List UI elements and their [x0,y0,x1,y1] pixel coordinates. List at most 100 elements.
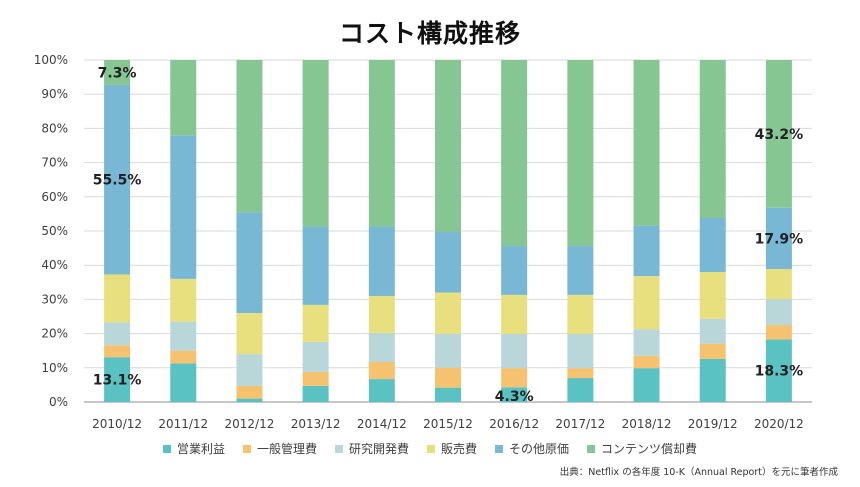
x-tick-label: 2013/12 [291,417,341,431]
x-tick-label: 2017/12 [555,417,605,431]
bar-segment [236,313,263,355]
y-tick-label: 90% [41,87,68,101]
x-tick-label: 2014/12 [357,417,407,431]
bar-segment [699,60,726,219]
bar-segment [699,272,726,319]
data-label: 43.2% [755,127,804,143]
bar-segment [104,274,131,323]
legend-swatch [162,444,171,453]
bar-segment [170,278,197,322]
x-tick-label: 2012/12 [225,417,275,431]
y-tick-label: 70% [41,156,68,170]
bar-segment [236,354,263,386]
bar-segment [765,60,792,208]
legend-label: 一般管理費 [256,442,317,456]
data-label: 18.3% [755,364,804,380]
y-tick-label: 50% [41,224,68,238]
legend-item: 一般管理費 [242,440,317,457]
data-label: 55.5% [93,173,142,189]
bar-segment [765,268,792,300]
data-label: 4.3% [495,389,534,405]
bar-segment [368,379,395,402]
bar-segment [170,135,197,279]
bar-segment [501,246,528,295]
y-tick-label: 20% [41,327,68,341]
x-tick-label: 2015/12 [423,417,473,431]
bar-segment [368,60,395,227]
bar-segment [765,207,792,269]
bar-segment [633,60,660,226]
bar-segment [567,378,594,402]
legend-item: 研究開発費 [334,440,409,457]
bar-segment [765,299,792,326]
legend-swatch [427,444,435,453]
y-tick-label: 60% [41,190,68,204]
source-note: 出典：Netflix の各年度 10-K（Annual Report）を元に筆者… [559,467,838,478]
legend-swatch [334,444,343,453]
bar-segment [699,343,726,359]
bar-segment [501,294,528,334]
bar-segment [435,387,461,402]
bar-segment [170,350,197,364]
bar-segment [435,60,461,233]
bar-segment [699,218,726,273]
data-label: 13.1% [93,373,142,389]
bar-segment [104,60,131,85]
legend-label: その他原価 [509,442,570,456]
legend-label: 営業利益 [176,442,225,456]
bar-segment [302,385,329,402]
bar-segment [368,295,395,333]
legend-item: コンテンツ償却費 [587,440,697,457]
bar-segment [633,225,660,277]
bar-segment [302,304,329,342]
y-axis-ticks: 0% 10% 20% 30% 40% 50% 60% 70% 80% 90% 100% [34,53,68,409]
bar-segment [104,84,131,275]
bar-segment [368,226,395,296]
bar-segment [765,325,792,340]
legend-label: 販売費 [441,442,478,456]
bar-segment [302,341,329,372]
legend-item: 営業利益 [162,440,225,457]
bar-segment [435,367,461,388]
y-tick-label: 10% [41,361,68,375]
bar-segment [368,361,395,380]
bar-segment [236,398,263,402]
bar-segment [236,60,263,213]
legend: 営業利益 一般管理費 研究開発費 販売費 その他原価 コンテンツ償却費 [0,440,860,457]
bar-segment [633,368,660,402]
y-tick-label: 0% [49,395,68,409]
bar-segment [501,60,528,247]
bar-segment [236,385,263,399]
x-tick-label: 2018/12 [622,417,672,431]
legend-item: その他原価 [495,440,569,457]
x-tick-label: 2019/12 [688,417,738,431]
bar-segment [501,387,528,402]
bar-segment [567,60,594,247]
data-labels: 7.3% 55.5% 13.1% 4.3% 43.2% 17.9% 18.3% [93,65,803,405]
legend-swatch [587,444,596,453]
bars [104,60,792,402]
y-tick-label: 100% [34,53,68,67]
legend-label: 研究開発費 [348,442,409,456]
bar-segment [302,226,329,305]
data-label: 7.3% [98,65,137,81]
legend-item: 販売費 [427,440,477,457]
bar-segment [765,339,792,402]
y-tick-label: 80% [41,121,68,135]
y-tick-label: 30% [41,292,68,306]
bar-segment [435,333,461,368]
data-label: 17.9% [755,231,804,247]
legend-swatch [242,444,251,453]
x-tick-label: 2020/12 [754,417,804,431]
x-tick-label: 2010/12 [92,417,142,431]
bar-segment [368,332,395,362]
bar-segment [501,333,528,369]
bar-segment [302,371,329,386]
bar-segment [302,60,329,227]
bar-segment [501,368,528,388]
bar-segment [699,318,726,344]
bar-segment [567,333,594,369]
x-tick-label: 2011/12 [158,417,208,431]
bar-segment [236,212,263,314]
bar-segment [104,345,131,358]
